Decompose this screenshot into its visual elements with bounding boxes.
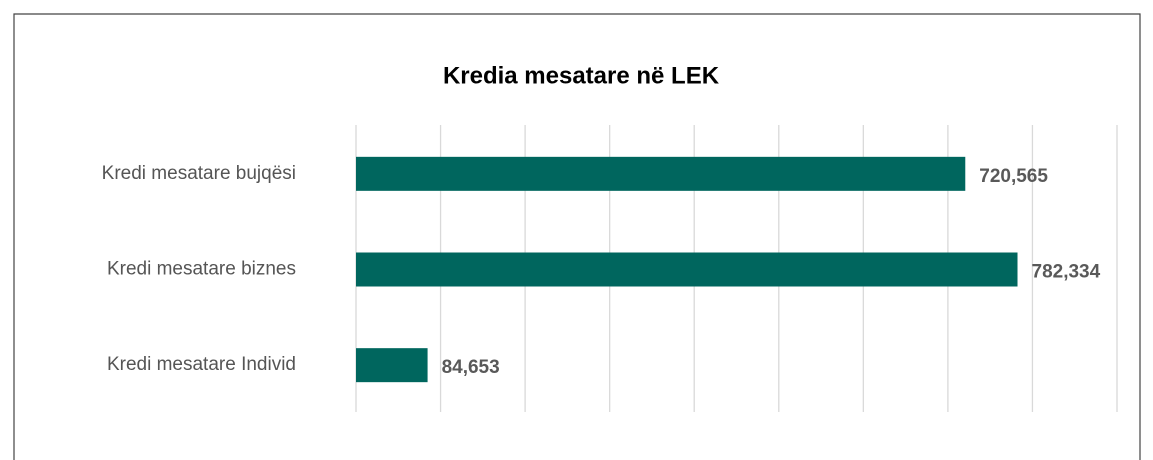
y-tick-label: Kredi mesatare biznes (107, 259, 296, 280)
chart-title: Kredia mesatare në LEK (443, 62, 720, 89)
data-label: 84,653 (442, 357, 500, 378)
y-tick-label: Kredi mesatare Individ (107, 354, 296, 375)
data-label: 782,334 (1032, 262, 1101, 283)
data-label: 720,565 (979, 166, 1048, 187)
bar (356, 252, 1018, 287)
bar (356, 156, 966, 191)
chart-frame (13, 13, 1141, 460)
bar (356, 348, 428, 383)
y-tick-label: Kredi mesatare bujqësi (102, 163, 296, 184)
